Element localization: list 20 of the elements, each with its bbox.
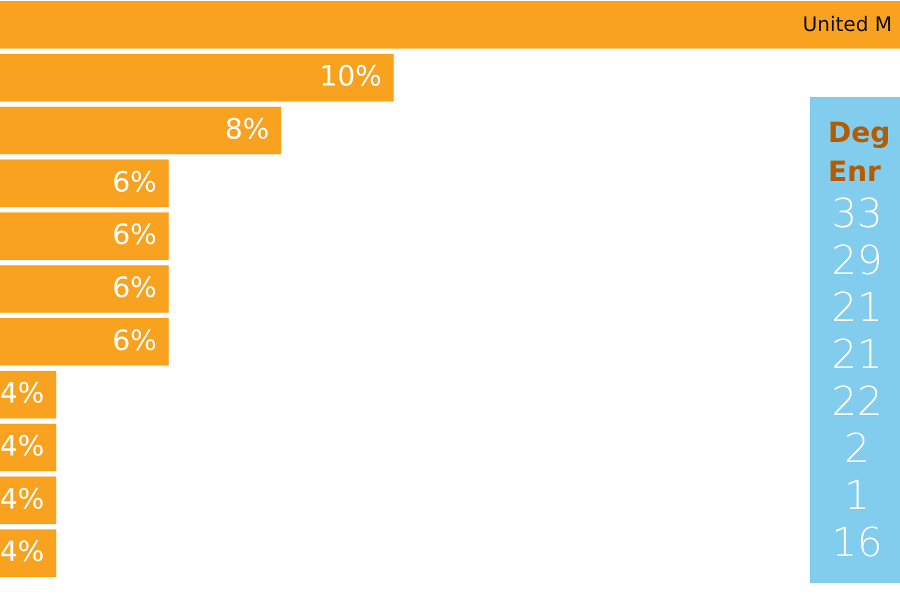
annotation: 33 — [830, 191, 884, 238]
data-label: 4% — [0, 430, 44, 462]
annotation: 1 — [843, 473, 871, 520]
annotation: 22 — [830, 379, 884, 426]
annotation: 21 — [830, 332, 884, 379]
data-label: 6% — [112, 165, 157, 198]
data-label: 6% — [112, 271, 157, 304]
data-label: 10% — [320, 60, 382, 93]
y-tick-label: United M — [802, 12, 892, 36]
data-label: 8% — [224, 112, 270, 146]
annotation: 16 — [830, 520, 884, 567]
annotation: 2 — [843, 426, 871, 473]
data-label: 4% — [0, 376, 44, 410]
data-label: 4% — [0, 535, 44, 568]
data-label: 6% — [112, 218, 157, 252]
text: Deg Enr — [828, 115, 892, 190]
annotation: 29 — [830, 238, 884, 285]
data-label: 6% — [112, 324, 157, 357]
annotation: 21 — [830, 285, 884, 332]
data-label: 4% — [0, 482, 44, 516]
